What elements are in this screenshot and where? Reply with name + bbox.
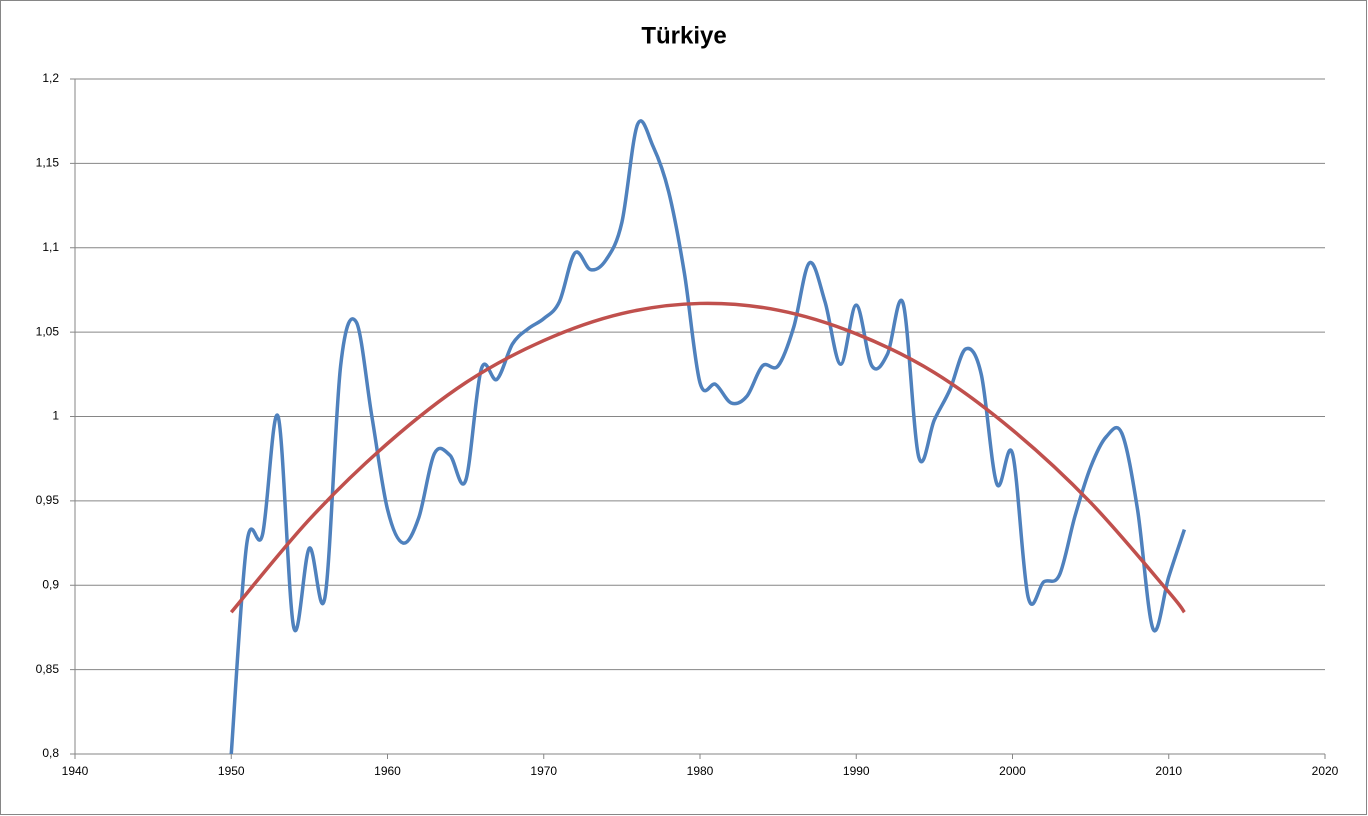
y-tick-label: 1,05 [36, 324, 60, 338]
x-tick-label: 2000 [999, 764, 1026, 778]
y-tick-label: 0,8 [42, 746, 59, 760]
y-tick-label: 1,15 [36, 156, 60, 170]
y-tick-label: 1 [52, 409, 59, 423]
y-tick-label: 1,2 [42, 71, 59, 85]
chart-title: Türkiye [641, 22, 726, 49]
y-tick-label: 1,1 [42, 240, 59, 254]
x-tick-label: 1950 [218, 764, 245, 778]
x-tick-label: 1990 [843, 764, 870, 778]
x-tick-label: 1980 [687, 764, 714, 778]
y-tick-label: 0,85 [36, 662, 60, 676]
y-tick-label: 0,9 [42, 577, 59, 591]
x-tick-label: 2020 [1312, 764, 1339, 778]
line-series [229, 119, 1187, 755]
x-tick-label: 1960 [374, 764, 401, 778]
y-tick-label: 0,95 [36, 493, 60, 507]
x-tick-label: 1940 [62, 764, 89, 778]
x-tick-label: 1970 [530, 764, 557, 778]
line-series [229, 301, 1186, 614]
x-tick-label: 2010 [1155, 764, 1182, 778]
